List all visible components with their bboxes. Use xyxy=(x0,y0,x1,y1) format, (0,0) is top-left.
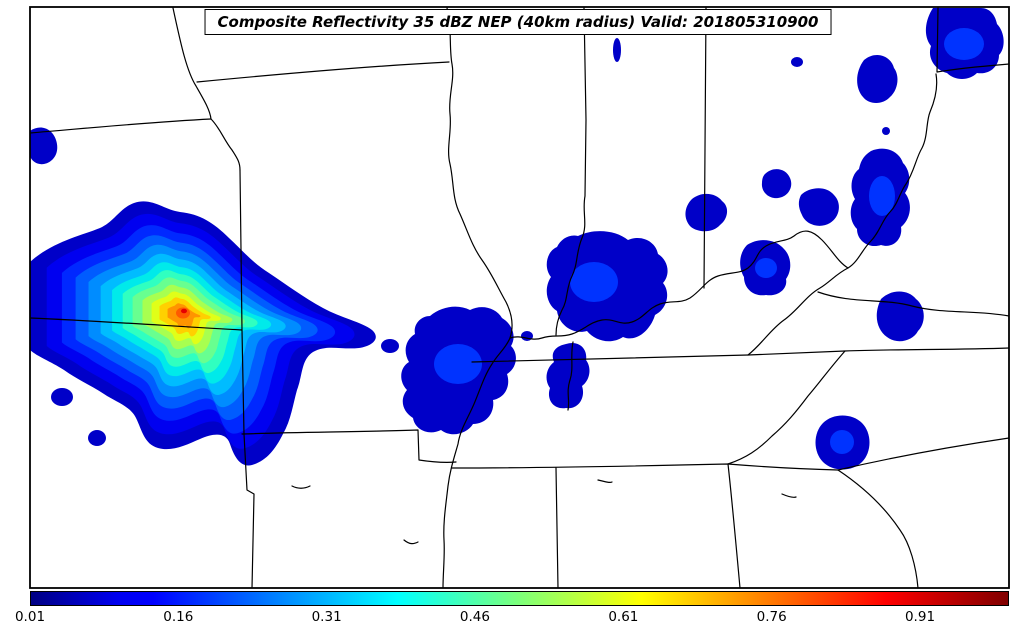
colorbar-tick: 0.01 xyxy=(14,609,46,625)
main-storm-contours xyxy=(30,201,376,466)
nep-blob-speck xyxy=(381,339,399,353)
nep-blob-speck xyxy=(882,127,890,135)
nep-blob-north-ohio xyxy=(857,54,898,103)
indiana-ohio-border xyxy=(703,7,707,289)
kentucky-tennessee-virginia-northcarolina-border xyxy=(471,347,1009,363)
savannah-river-border xyxy=(837,469,919,588)
nep-blob-central-indiana xyxy=(761,169,792,199)
plot-title: Composite Reflectivity 35 dBZ NEP (40km … xyxy=(217,13,819,31)
nep-blob-speck xyxy=(88,430,106,446)
nep-blob-western-kentucky-core xyxy=(570,262,618,302)
nep-blob-left-edge xyxy=(30,127,58,165)
plot-title-box: Composite Reflectivity 35 dBZ NEP (40km … xyxy=(204,9,832,35)
kentucky-virginia-border xyxy=(747,267,849,356)
nep-blob-south-westvirginia xyxy=(876,291,924,342)
nep-blob-louisville-core xyxy=(755,258,777,278)
mississippi-river xyxy=(442,7,513,588)
minor-river-marks xyxy=(291,479,797,545)
colorbar-tick: 0.61 xyxy=(608,609,639,625)
colorbar-tick: 0.76 xyxy=(756,609,787,625)
state-border-lines xyxy=(30,7,1009,588)
mississippi-alabama-border xyxy=(555,467,559,588)
tennessee-south-border xyxy=(451,463,839,471)
colorbar-tick: 0.16 xyxy=(163,609,194,625)
nep-blob-south-missouri-core xyxy=(434,344,482,384)
nep-blob-ohio-westvirginia-core xyxy=(869,176,895,216)
pennsylvania-border xyxy=(936,7,1009,73)
missouri-river-border xyxy=(172,7,241,171)
nep-blob-speck xyxy=(51,388,73,406)
main-storm-peak xyxy=(181,308,187,314)
kansas-oklahoma-border xyxy=(30,317,243,331)
lake-michigan-tip xyxy=(613,38,621,62)
colorbar-tick: 0.91 xyxy=(904,609,936,625)
missouri-arkansas-border xyxy=(241,429,457,463)
map-frame xyxy=(29,6,1010,589)
alabama-georgia-border xyxy=(727,463,741,588)
colorbar-gradient xyxy=(30,591,1009,606)
westvirginia-virginia-border xyxy=(817,291,1009,317)
nep-blob-speck xyxy=(521,331,533,341)
map-content xyxy=(30,7,1009,588)
nep-blob-north-georgia-core xyxy=(830,430,854,454)
colorbar-tick-labels: 0.01 0.16 0.31 0.46 0.61 0.76 0.91 xyxy=(15,609,1009,629)
nep-probability-blobs xyxy=(30,8,1004,470)
nep-blob-southern-indiana xyxy=(685,193,728,232)
colorbar-tick: 0.31 xyxy=(311,609,342,625)
tennessee-river xyxy=(567,341,574,411)
ohio-river xyxy=(509,73,938,340)
nep-blob-western-ohio xyxy=(798,188,839,226)
missouri-kansas-oklahoma-arkansas-border xyxy=(239,169,255,588)
colorbar-tick: 0.46 xyxy=(459,609,490,625)
nep-blob-speck xyxy=(791,57,803,67)
nep-blob-northeast-corner-core xyxy=(944,28,984,60)
northcarolina-southcarolina-border xyxy=(837,437,1009,471)
illinois-indiana-border xyxy=(555,7,587,336)
colorbar: 0.01 0.16 0.31 0.46 0.61 0.76 0.91 xyxy=(15,591,1009,629)
nebraska-kansas-border xyxy=(30,118,212,134)
iowa-missouri-border xyxy=(196,61,450,83)
tennessee-northcarolina-border xyxy=(727,350,846,465)
